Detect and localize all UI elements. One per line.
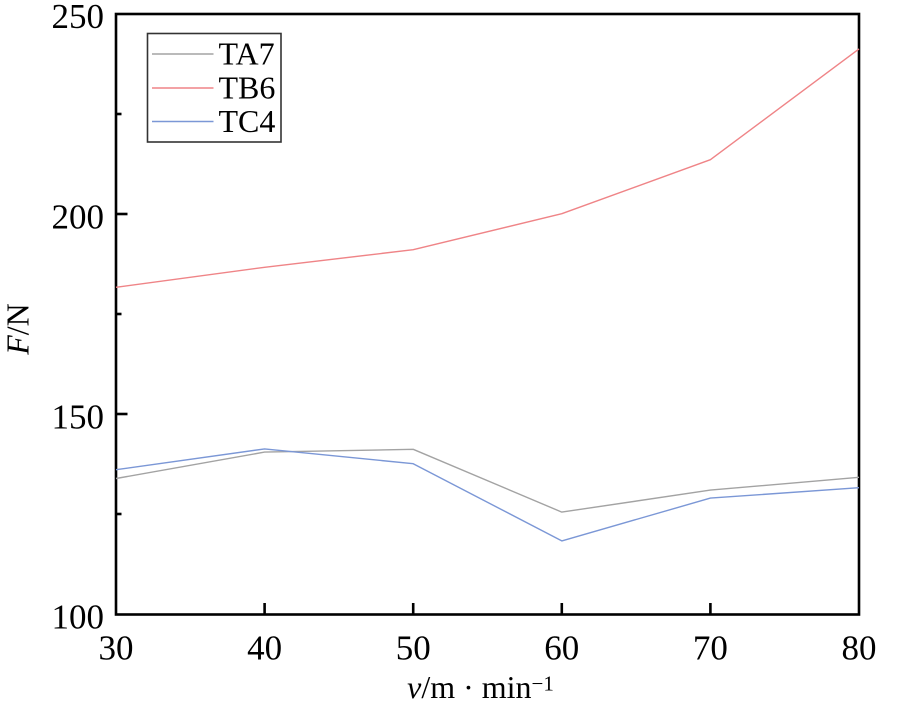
svg-text:50: 50 [396, 629, 431, 668]
svg-text:60: 60 [544, 629, 579, 668]
svg-text:70: 70 [693, 629, 728, 668]
svg-text:100: 100 [52, 598, 105, 637]
svg-text:30: 30 [99, 629, 134, 668]
svg-text:150: 150 [52, 398, 105, 437]
svg-text:TB6: TB6 [219, 70, 276, 106]
svg-text:40: 40 [247, 629, 282, 668]
svg-text:TA7: TA7 [219, 36, 275, 72]
svg-text:250: 250 [52, 0, 105, 36]
svg-text:v/m · min−1: v/m · min−1 [407, 669, 554, 705]
svg-text:F/N: F/N [0, 303, 36, 356]
svg-text:80: 80 [842, 629, 877, 668]
svg-text:200: 200 [52, 197, 105, 236]
svg-text:TC4: TC4 [219, 103, 276, 139]
